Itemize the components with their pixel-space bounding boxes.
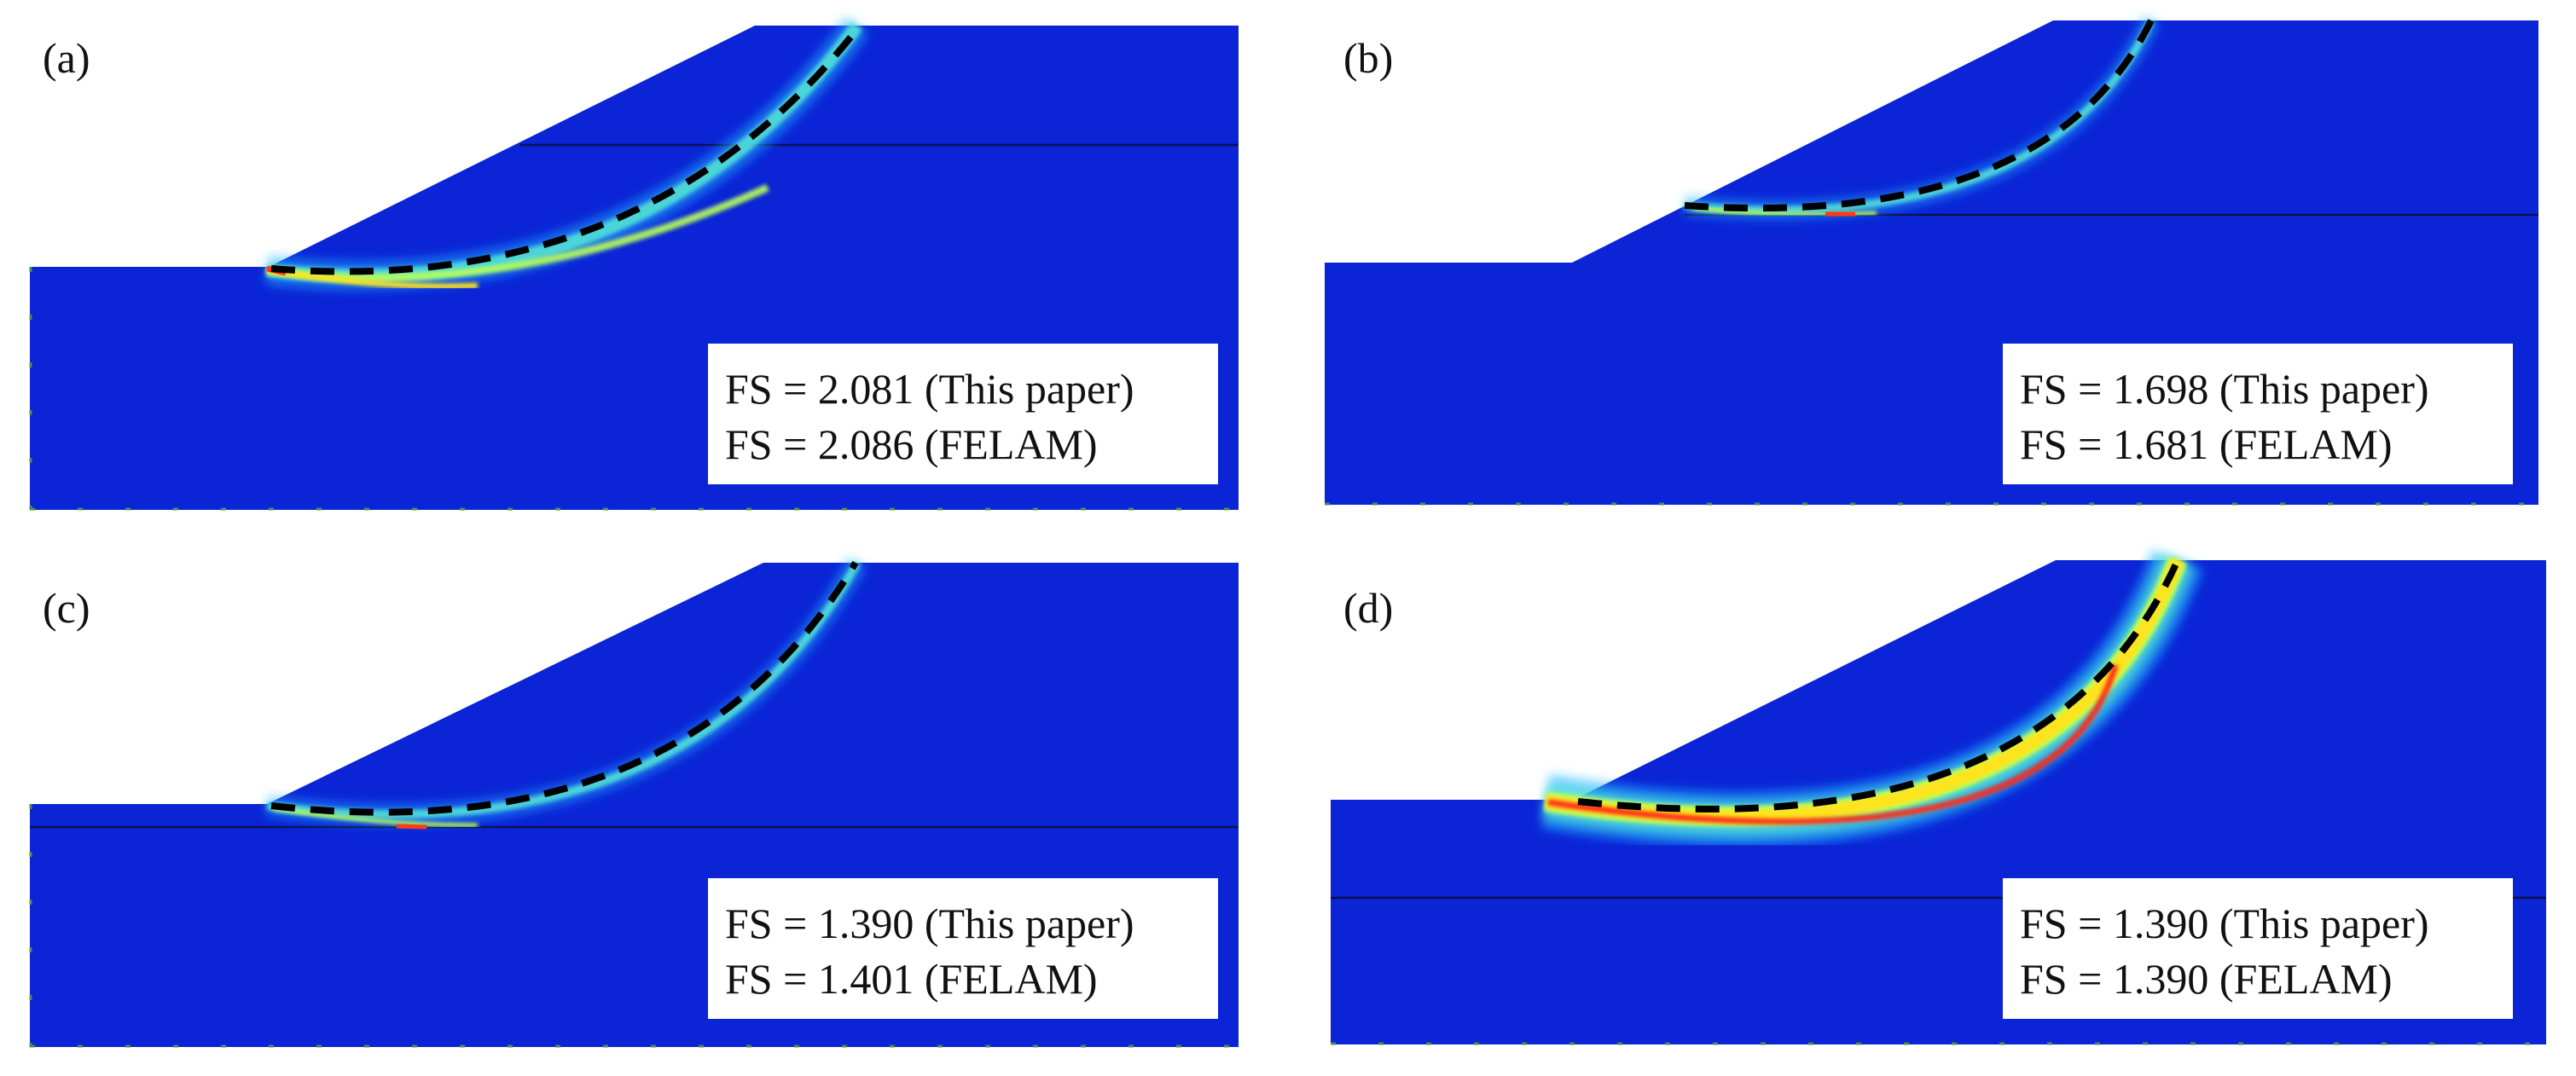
fs-this-paper: FS = 1.390 (This paper)	[2020, 900, 2429, 947]
fs-this-paper: FS = 1.698 (This paper)	[2020, 365, 2429, 413]
fs-box	[2003, 344, 2513, 484]
fs-box	[708, 878, 1218, 1019]
fs-annotation: FS = 1.390 (This paper) FS = 1.390 (FELA…	[2003, 878, 2513, 1019]
panel-label: (a)	[43, 34, 90, 82]
panel-label: (b)	[1343, 34, 1393, 82]
shear-band	[265, 558, 867, 830]
felam-slip-surface	[1684, 19, 2155, 212]
fs-this-paper: FS = 2.081 (This paper)	[725, 365, 1134, 413]
panel-d: (d) FS = 1.390 (This paper) FS = 1.390 (…	[1331, 550, 2546, 1045]
panel-label: (d)	[1343, 584, 1393, 632]
panel-c: (c) FS = 1.390 (This paper) FS = 1.401 (…	[29, 558, 1239, 1048]
fs-felam: FS = 1.401 (FELAM)	[725, 955, 1098, 1003]
panel-label: (c)	[43, 584, 90, 632]
panel-a: (a) FS = 2.081 (This paper) FS = 2.086 (…	[29, 16, 1239, 511]
fs-this-paper: FS = 1.390 (This paper)	[725, 900, 1134, 947]
fs-felam: FS = 1.681 (FELAM)	[2020, 420, 2393, 468]
fs-box	[708, 344, 1218, 484]
fs-annotation: FS = 1.698 (This paper) FS = 1.681 (FELA…	[2003, 344, 2513, 484]
shear-band	[1540, 550, 2203, 847]
fs-felam: FS = 2.086 (FELAM)	[725, 420, 1098, 468]
fs-box	[2003, 878, 2513, 1019]
felam-slip-surface	[270, 560, 859, 816]
fs-annotation: FS = 2.081 (This paper) FS = 2.086 (FELA…	[708, 344, 1218, 484]
fs-felam: FS = 1.390 (FELAM)	[2020, 955, 2393, 1003]
felam-slip-surface	[1577, 558, 2181, 813]
fs-annotation: FS = 1.390 (This paper) FS = 1.401 (FELA…	[708, 878, 1218, 1019]
felam-slip-surface	[270, 23, 863, 275]
panel-b: (b) FS = 1.698 (This paper) FS = 1.681 (…	[1325, 16, 2538, 506]
